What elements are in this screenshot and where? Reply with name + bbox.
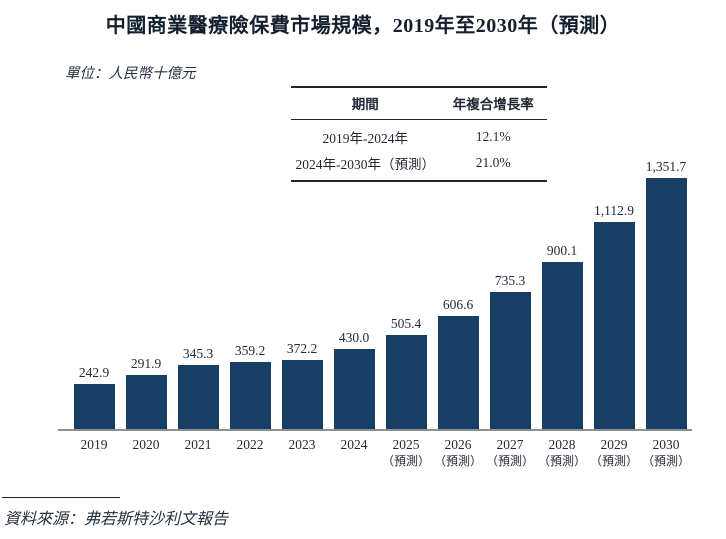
bar bbox=[385, 335, 427, 429]
bar-column: 430.0 bbox=[328, 330, 380, 429]
cagr-table-row: 2024年-2030年（預測） 21.0% bbox=[291, 150, 547, 181]
source-note: 資料來源：弗若斯特沙利文報告 bbox=[4, 511, 229, 528]
bar-column: 735.3 bbox=[484, 273, 536, 429]
bar bbox=[177, 365, 219, 429]
x-tick-label: 2026 （預測） bbox=[433, 437, 482, 468]
x-tick-label: 2027 （預測） bbox=[485, 437, 534, 468]
bars-row: 242.9 291.9 345.3 359.2 372.2 430.0 505.4 606.6… bbox=[58, 145, 692, 429]
bar bbox=[593, 222, 635, 429]
x-tick-label: 2022 bbox=[236, 437, 264, 452]
x-tick-label: 2028 （預測） bbox=[537, 437, 586, 468]
bar-value-label: 1,112.9 bbox=[594, 203, 634, 218]
bar-column: 291.9 bbox=[120, 356, 172, 429]
bar-value-label: 505.4 bbox=[390, 316, 422, 331]
bar-value-label: 1,351.7 bbox=[645, 159, 687, 174]
chart-title: 中國商業醫療險保費市場規模，2019年至2030年（預測） bbox=[105, 15, 621, 37]
cagr-table-header-row: 期間 年複合增長率 bbox=[291, 86, 547, 120]
bar bbox=[281, 360, 323, 429]
cagr-period-cell: 2019年-2024年 bbox=[322, 131, 408, 146]
bar bbox=[73, 384, 115, 429]
x-tick-label: 2019 bbox=[80, 437, 108, 452]
bar bbox=[489, 292, 531, 429]
bar bbox=[125, 375, 167, 429]
bar-value-label: 606.6 bbox=[442, 297, 474, 312]
bar-column: 242.9 bbox=[68, 365, 120, 429]
bar-column: 1,112.9 bbox=[588, 203, 640, 429]
ticks-row: 2019 2020 2021 2022 2023 2024 2025 （預測） 2026 （預測）… bbox=[58, 437, 692, 469]
cagr-period-cell: 2024年-2030年（預測） bbox=[295, 157, 435, 172]
cagr-value-cell: 21.0% bbox=[475, 155, 511, 170]
bar-column: 1,351.7 bbox=[640, 159, 692, 429]
x-tick-label: 2020 bbox=[132, 437, 160, 452]
bar-value-label: 242.9 bbox=[78, 365, 110, 380]
bar bbox=[333, 349, 375, 429]
unit-label: 單位：人民幣十億元 bbox=[65, 66, 196, 82]
x-tick-label: 2024 bbox=[340, 437, 368, 452]
bar-value-label: 291.9 bbox=[130, 356, 162, 371]
bar-column: 345.3 bbox=[172, 346, 224, 429]
x-tick-label: 2025 （預測） bbox=[381, 437, 430, 468]
bar bbox=[229, 362, 271, 429]
bar-column: 372.2 bbox=[276, 341, 328, 429]
x-tick-label: 2021 bbox=[184, 437, 212, 452]
bar-value-label: 430.0 bbox=[338, 330, 370, 345]
bar-value-label: 900.1 bbox=[546, 243, 578, 258]
bar-value-label: 735.3 bbox=[494, 273, 526, 288]
cagr-table-row: 2019年-2024年 12.1% bbox=[291, 120, 547, 151]
cagr-value-cell: 12.1% bbox=[475, 129, 511, 144]
source-rule bbox=[2, 497, 120, 498]
bar-column: 505.4 bbox=[380, 316, 432, 429]
x-axis-line bbox=[58, 429, 692, 431]
bar bbox=[437, 316, 479, 429]
bar-column: 606.6 bbox=[432, 297, 484, 429]
bar-value-label: 372.2 bbox=[286, 341, 318, 356]
bar bbox=[645, 178, 687, 429]
bar-column: 359.2 bbox=[224, 343, 276, 429]
cagr-table-header-cagr: 年複合增長率 bbox=[439, 86, 547, 120]
cagr-table-header-period: 期間 bbox=[291, 86, 440, 120]
bar-chart: 242.9 291.9 345.3 359.2 372.2 430.0 505.4 606.6… bbox=[58, 145, 692, 469]
bar-value-label: 359.2 bbox=[234, 343, 266, 358]
x-tick-label: 2029 （預測） bbox=[589, 437, 638, 468]
bar-value-label: 345.3 bbox=[182, 346, 214, 361]
bar bbox=[541, 262, 583, 429]
x-tick-label: 2023 bbox=[288, 437, 316, 452]
bar-column: 900.1 bbox=[536, 243, 588, 429]
x-tick-label: 2030 （預測） bbox=[641, 437, 690, 468]
